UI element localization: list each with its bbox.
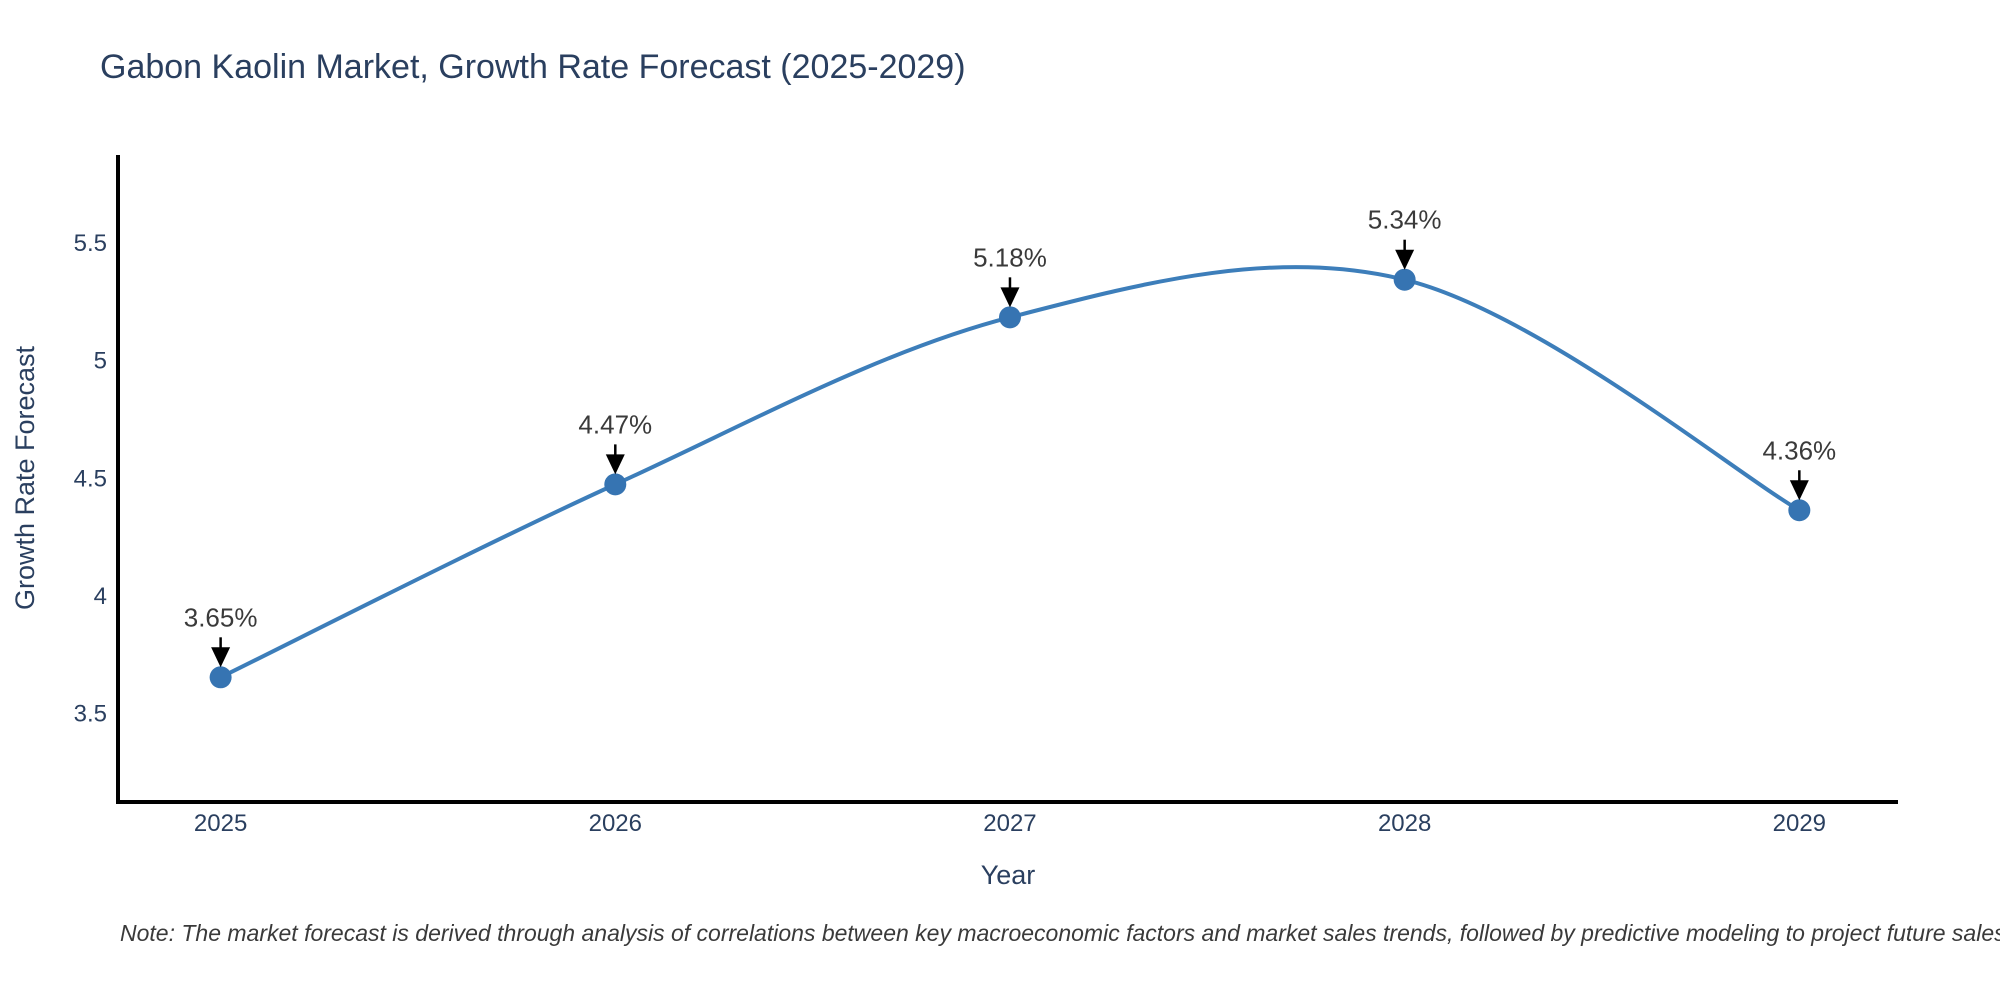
point-annotation: 3.65%: [184, 602, 258, 668]
point-annotations: 3.65% 4.47% 5.18% 5.34% 4.36%: [184, 205, 1836, 668]
point-annotation: 5.18%: [973, 242, 1047, 308]
y-tick-label: 3.5: [74, 701, 107, 728]
chart-title: Gabon Kaolin Market, Growth Rate Forecas…: [100, 48, 966, 86]
y-tick-label: 5: [94, 348, 107, 375]
series-markers: [209, 268, 1811, 689]
point-annotation: 4.47%: [578, 409, 652, 475]
y-tick-label: 5.5: [74, 230, 107, 257]
x-axis-title: Year: [981, 860, 1036, 890]
annotation-arrow-head: [1395, 249, 1415, 270]
data-point-marker[interactable]: [604, 473, 627, 496]
annotation-arrow-head: [1789, 480, 1809, 501]
x-tick-label: 2027: [983, 810, 1036, 837]
annotation-arrow-head: [211, 647, 231, 668]
y-axis-title: Growth Rate Forecast: [10, 345, 40, 610]
point-value-label: 5.34%: [1368, 205, 1442, 235]
point-value-label: 3.65%: [184, 602, 258, 632]
y-axis: 3.5 4 4.5 5 5.5 Growth Rate Forecast: [10, 155, 120, 804]
data-point-marker[interactable]: [998, 306, 1021, 329]
x-tick-labels: 2025 2026 2027 2028 2029: [194, 810, 1826, 837]
x-axis: 2025 2026 2027 2028 2029 Year: [116, 800, 1898, 890]
x-tick-label: 2029: [1773, 810, 1826, 837]
point-value-label: 4.36%: [1762, 435, 1836, 465]
footnote: Note: The market forecast is derived thr…: [120, 920, 2000, 946]
x-tick-label: 2026: [589, 810, 642, 837]
x-tick-label: 2028: [1378, 810, 1431, 837]
x-tick-label: 2025: [194, 810, 247, 837]
y-tick-label: 4.5: [74, 465, 107, 492]
y-tick-label: 4: [94, 583, 107, 610]
annotation-arrow-head: [1000, 287, 1020, 308]
data-point-marker[interactable]: [1393, 268, 1416, 291]
data-point-marker[interactable]: [1788, 499, 1811, 522]
point-annotation: 5.34%: [1368, 205, 1442, 270]
annotation-arrow-head: [605, 454, 625, 475]
data-point-marker[interactable]: [209, 666, 232, 689]
point-value-label: 5.18%: [973, 242, 1047, 272]
series-line: [218, 265, 1802, 680]
point-annotation: 4.36%: [1762, 435, 1836, 501]
y-tick-labels: 3.5 4 4.5 5 5.5: [74, 230, 107, 728]
point-value-label: 4.47%: [578, 409, 652, 439]
